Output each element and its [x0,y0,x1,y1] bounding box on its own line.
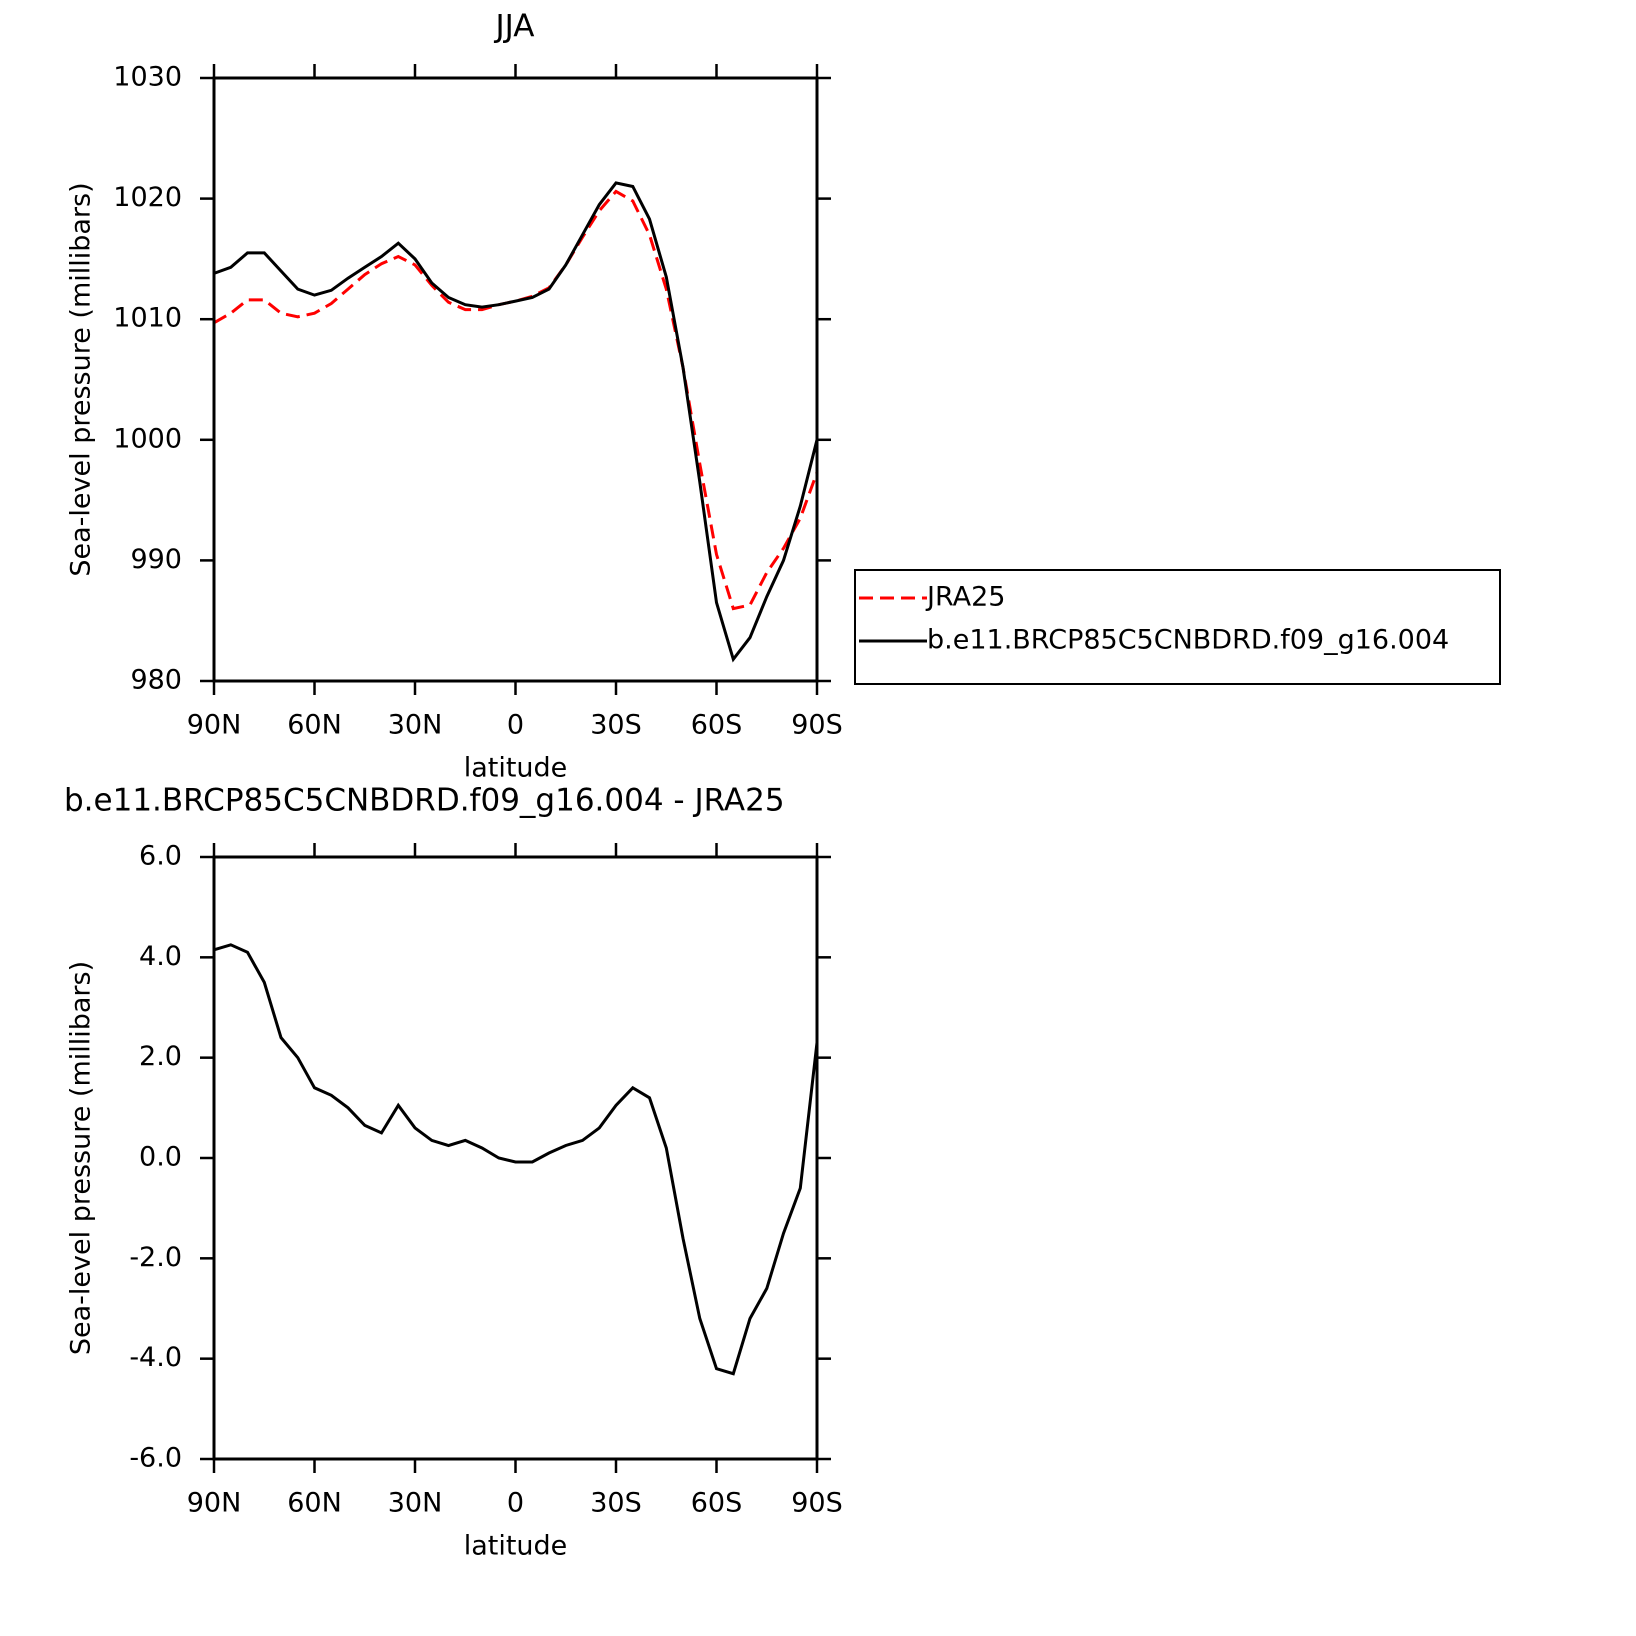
data-line [213,181,819,663]
plot-frame [212,855,819,1461]
x-tick-label: 0 [507,1488,524,1519]
y-tick-label: 1020 [113,182,182,213]
y-tick-label: -2.0 [129,1242,182,1273]
y-tick-label: 6.0 [139,841,182,872]
x-tick-label: 90N [187,710,242,741]
x-tick-label: 60S [691,710,743,741]
y-tick-label: 1000 [113,423,182,454]
x-tick-label: 90S [791,1488,843,1519]
y-tick-label: 990 [130,544,182,575]
x-tick-label: 30S [590,710,642,741]
y-axis-label: Sea-level pressure (millibars) [66,961,97,1355]
y-tick-label: 980 [130,665,182,696]
x-tick-label: 60N [287,710,342,741]
y-tick-label: 1010 [113,303,182,334]
legend-label: b.e11.BRCP85C5CNBDRD.f09_g16.004 [927,625,1449,656]
x-tick-label: 0 [507,710,524,741]
y-tick-label: 2.0 [139,1041,182,1072]
y-tick-label: 4.0 [139,941,182,972]
x-tick-label: 30S [590,1488,642,1519]
legend-box [854,569,1501,685]
legend-label: JRA25 [925,582,1005,613]
y-tick-label: -6.0 [129,1443,182,1474]
x-tick-label: 90N [187,1488,242,1519]
x-tick-label: 30N [388,1488,443,1519]
y-tick-label: 1030 [113,62,182,93]
data-line [213,189,819,611]
x-tick-label: 90S [791,710,843,741]
x-axis-label: latitude [464,1531,568,1562]
x-tick-label: 30N [388,710,443,741]
y-axis-label: Sea-level pressure (millibars) [66,182,97,576]
x-tick-label: 60N [287,1488,342,1519]
x-axis-label: latitude [464,753,568,784]
x-tick-label: 60S [691,1488,743,1519]
y-tick-label: 0.0 [139,1142,182,1173]
y-tick-label: -4.0 [129,1342,182,1373]
chart-title: b.e11.BRCP85C5CNBDRD.f09_g16.004 - JRA25 [64,783,785,819]
data-line [213,943,819,1376]
plot-frame [212,76,819,683]
chart-title: JJA [494,9,535,45]
